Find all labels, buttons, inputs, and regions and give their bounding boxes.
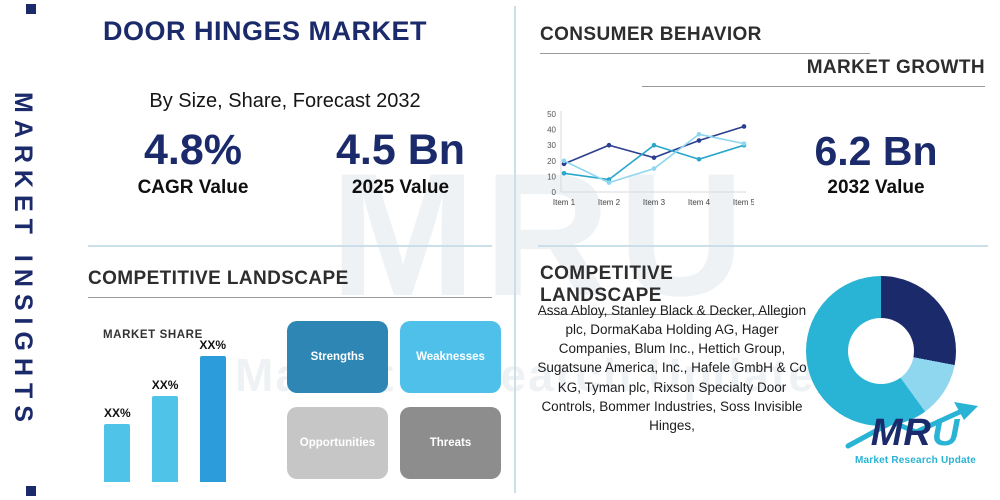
section-heading-competitive-right: COMPETITIVE LANDSCAPE	[540, 263, 793, 315]
bar-rect	[152, 396, 179, 482]
swot-strengths-label: Strengths	[310, 351, 365, 363]
y-tick-label: 40	[547, 126, 556, 135]
y-tick-label: 10	[547, 172, 556, 181]
bar-rect	[104, 424, 131, 482]
x-tick-label: Item 5	[733, 198, 754, 207]
page-title: DOOR HINGES MARKET	[102, 16, 427, 46]
series-teal-marker	[561, 170, 567, 176]
y-tick-label: 50	[547, 110, 556, 119]
donut-hole	[848, 318, 914, 384]
horizontal-divider-right	[538, 245, 988, 247]
swot-grid: Strengths Weaknesses Opportunities Threa…	[287, 321, 501, 479]
y-tick-label: 0	[552, 188, 557, 197]
swot-threats: Threats	[400, 407, 501, 479]
stat-2025-value: 4.5 Bn 2025 Value	[318, 126, 483, 199]
donut-chart	[806, 276, 956, 426]
line-chart-svg: 0 10 20 30 40 50 Item 1 Item 2 Item 3 Item 4 Item …	[547, 110, 756, 207]
stat-2032-value-label: 2032 Value	[827, 177, 925, 199]
vertical-divider	[514, 6, 516, 493]
swot-threats-label: Threats	[429, 437, 472, 449]
x-tick-label: Item 4	[688, 198, 711, 207]
companies-list: Assa Abloy, Stanley Black & Decker, Alle…	[537, 303, 807, 433]
series-light-marker	[651, 166, 657, 171]
horizontal-divider-left	[88, 245, 492, 247]
bar-rect	[199, 356, 226, 482]
market-share-bar: XX%	[199, 338, 226, 482]
stat-2025-value-number: 4.5 Bn	[335, 126, 466, 174]
section-heading-consumer-behavior: CONSUMER BEHAVIOR	[540, 24, 870, 54]
section-heading-competitive-left: COMPETITIVE LANDSCAPE	[88, 268, 492, 298]
bar-value-label: XX%	[104, 406, 131, 420]
stat-cagr-label: CAGR Value	[137, 177, 249, 199]
section-heading-market-growth: MARKET GROWTH	[642, 57, 985, 87]
swot-weaknesses: Weaknesses	[400, 321, 501, 393]
stat-2025-value-label: 2025 Value	[351, 177, 450, 199]
x-tick-label: Item 3	[643, 198, 666, 207]
corner-square-top	[26, 4, 36, 14]
swot-weaknesses-label: Weaknesses	[416, 351, 485, 363]
logo-letter-m: M	[870, 412, 904, 454]
market-share-bar: XX%	[104, 406, 131, 482]
series-navy-marker	[651, 155, 657, 160]
swot-opportunities-label: Opportunities	[299, 437, 376, 449]
bar-value-label: XX%	[199, 338, 227, 352]
stat-2032-value: 6.2 Bn 2032 Value	[797, 128, 955, 199]
stat-cagr: 4.8% CAGR Value	[108, 126, 278, 199]
stat-cagr-value: 4.8%	[143, 126, 242, 174]
page-subtitle: By Size, Share, Forecast 2032	[149, 90, 421, 112]
logo-text: MRU	[838, 414, 993, 452]
x-tick-label: Item 2	[598, 198, 621, 207]
series-teal-marker	[696, 156, 702, 162]
market-share-label: MARKET SHARE	[103, 329, 203, 341]
line-chart: 0 10 20 30 40 50 Item 1 Item 2 Item 3 Item 4 Item …	[536, 104, 756, 222]
swot-strengths: Strengths	[287, 321, 388, 393]
logo-letter-u: U	[931, 412, 961, 454]
logo-subtitle: Market Research Update	[854, 455, 977, 466]
corner-square-bottom	[26, 486, 36, 496]
market-share-bar: XX%	[151, 378, 179, 482]
y-tick-label: 30	[547, 141, 556, 150]
series-navy-marker	[741, 124, 747, 129]
series-navy-marker	[606, 142, 612, 148]
series-teal-marker	[651, 142, 657, 148]
x-tick-label: Item 1	[553, 198, 576, 207]
series-light-marker	[696, 131, 702, 137]
watermark-text: MRU	[330, 138, 753, 333]
logo-arrow-icon	[845, 402, 978, 449]
logo-letter-r: R	[903, 412, 932, 454]
y-tick-label: 20	[547, 157, 556, 166]
series-navy-marker	[696, 138, 702, 143]
series-light-marker	[561, 158, 567, 164]
sidebar-vertical-title: MARKET INSIGHTS	[9, 92, 37, 429]
series-light-marker	[606, 180, 612, 185]
series-light-marker	[741, 141, 747, 146]
market-share-bar-chart: XX% XX% XX%	[104, 338, 226, 482]
bar-value-label: XX%	[151, 378, 179, 392]
stat-2032-value-number: 6.2 Bn	[814, 128, 938, 174]
swot-opportunities: Opportunities	[287, 407, 388, 479]
mru-logo: MRU Market Research Update	[838, 402, 993, 466]
